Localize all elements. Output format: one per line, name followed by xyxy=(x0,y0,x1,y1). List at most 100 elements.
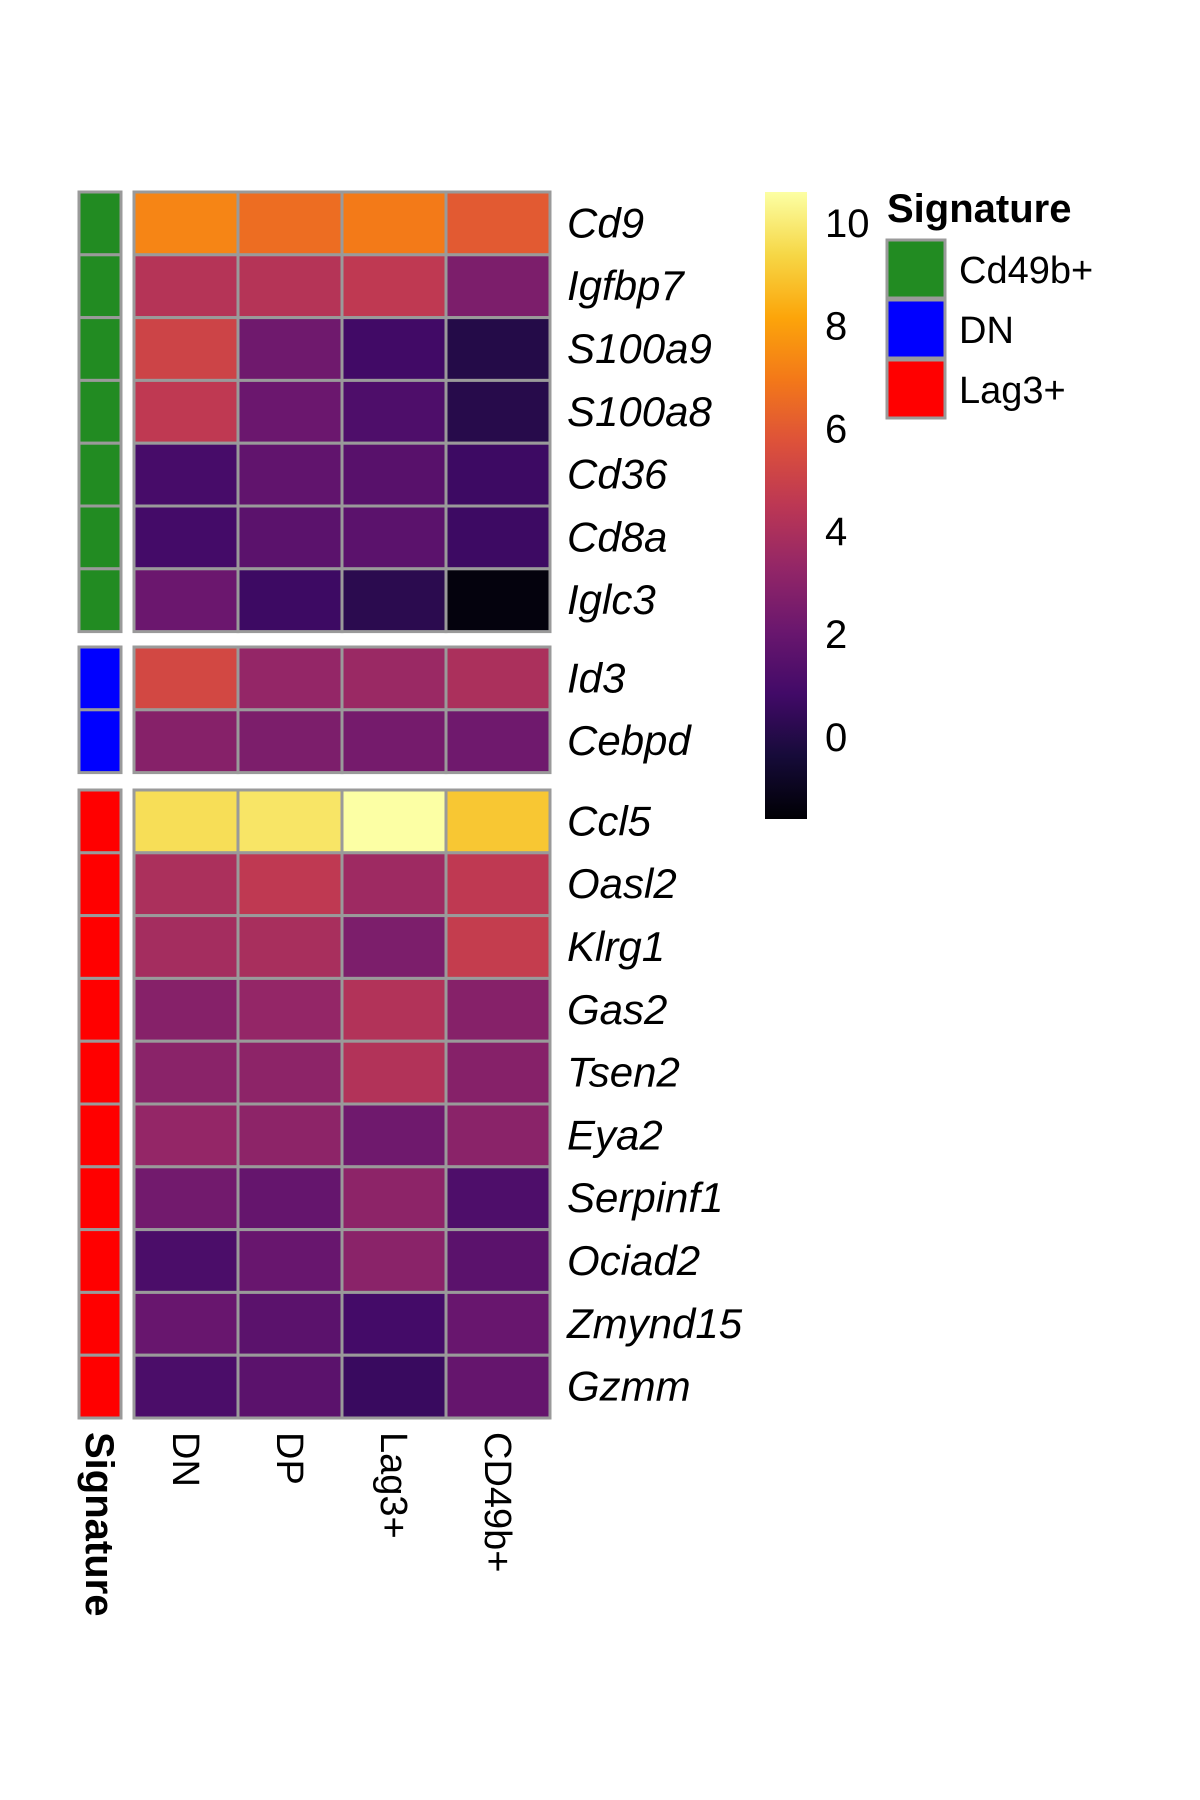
heatmap-cell-Klrg1-DP xyxy=(236,914,344,980)
heatmap-cell-Klrg1-DN xyxy=(132,914,240,980)
heatmap-cell-Ociad2-CD49b+ xyxy=(444,1228,552,1294)
heatmap-cell-Serpinf1-DP xyxy=(236,1165,344,1232)
colorbar-tick-label: 2 xyxy=(825,613,847,657)
signature-cell-Lag3+ xyxy=(77,976,123,1043)
gene-label-Eya2: Eya2 xyxy=(567,1111,663,1158)
heatmap-cell-Gzmm-Lag3+ xyxy=(340,1353,448,1420)
heatmap-cell-Cd36-CD49b+ xyxy=(444,441,552,508)
heatmap-cell-S100a8-DN xyxy=(132,378,240,445)
colorbar-tick-label: 8 xyxy=(825,305,847,349)
heatmap-cell-Igfbp7-DN xyxy=(132,253,240,320)
gene-label-Gzmm: Gzmm xyxy=(567,1363,691,1410)
gene-label-S100a8: S100a8 xyxy=(567,388,712,435)
heatmap-cell-Cebpd-DN xyxy=(132,708,240,775)
legend-label-Lag3+: Lag3+ xyxy=(959,370,1066,412)
heatmap-cell-Ociad2-DP xyxy=(236,1228,344,1294)
annotation-title: Signature xyxy=(77,1432,121,1616)
signature-cell-Cd49b+ xyxy=(77,253,123,320)
heatmap-cell-Tsen2-CD49b+ xyxy=(444,1039,552,1106)
gene-label-Cd8a: Cd8a xyxy=(567,513,667,560)
heatmap-cell-Gas2-DN xyxy=(132,976,240,1043)
gene-label-Id3: Id3 xyxy=(567,654,625,701)
heatmap-cell-Iglc3-CD49b+ xyxy=(444,567,552,634)
heatmap-cell-Cebpd-DP xyxy=(236,708,344,775)
colorbar-ticks: 0 2 4 6 8 10 xyxy=(825,202,870,760)
signature-cell-Cd49b+ xyxy=(77,441,123,508)
signature-cell-Cd49b+ xyxy=(77,190,123,257)
heatmap-cell-Gas2-CD49b+ xyxy=(444,976,552,1043)
gene-label-Cebpd: Cebpd xyxy=(567,717,692,764)
column-label-Lag3+: Lag3+ xyxy=(372,1432,414,1539)
heatmap-cell-Igfbp7-DP xyxy=(236,253,344,320)
signature-cell-Cd49b+ xyxy=(77,378,123,445)
heatmap-cell-S100a9-DN xyxy=(132,316,240,382)
heatmap-cell-Cd9-Lag3+ xyxy=(340,190,448,257)
signature-cell-Lag3+ xyxy=(77,1228,123,1294)
heatmap-cell-Serpinf1-CD49b+ xyxy=(444,1165,552,1232)
heatmap-cell-S100a8-DP xyxy=(236,378,344,445)
heatmap-cell-Klrg1-CD49b+ xyxy=(444,914,552,980)
heatmap-cell-Gas2-DP xyxy=(236,976,344,1043)
heatmap-cell-Serpinf1-DN xyxy=(132,1165,240,1232)
signature-cell-Lag3+ xyxy=(77,788,123,855)
signature-cell-Cd49b+ xyxy=(77,316,123,382)
signature-cell-Cd49b+ xyxy=(77,567,123,634)
heatmap-cell-Ccl5-DN xyxy=(132,788,240,855)
legend-title: Signature xyxy=(887,187,1071,231)
heatmap-cell-Oasl2-Lag3+ xyxy=(340,851,448,918)
heatmap-cell-S100a8-CD49b+ xyxy=(444,378,552,445)
heatmap-cell-Cd36-DP xyxy=(236,441,344,508)
signature-cell-Lag3+ xyxy=(77,1102,123,1169)
heatmap-cell-Ccl5-DP xyxy=(236,788,344,855)
heatmap-cell-Igfbp7-Lag3+ xyxy=(340,253,448,320)
gene-label-Cd36: Cd36 xyxy=(567,451,668,498)
signature-cell-Lag3+ xyxy=(77,851,123,918)
heatmap-cell-Eya2-DP xyxy=(236,1102,344,1169)
heatmap-cell-Tsen2-DN xyxy=(132,1039,240,1106)
colorbar xyxy=(765,192,807,819)
gene-label-S100a9: S100a9 xyxy=(567,325,712,372)
legend-label-Cd49b+: Cd49b+ xyxy=(959,250,1093,292)
signature-cell-Lag3+ xyxy=(77,1165,123,1232)
heatmap-cell-Igfbp7-CD49b+ xyxy=(444,253,552,320)
heatmap-cell-Iglc3-DP xyxy=(236,567,344,634)
heatmap-cell-Cebpd-Lag3+ xyxy=(340,708,448,775)
heatmap-cell-Eya2-DN xyxy=(132,1102,240,1169)
heatmap-cell-Ccl5-CD49b+ xyxy=(444,788,552,855)
column-label-CD49b+: CD49b+ xyxy=(476,1432,518,1572)
heatmap-cell-Cd8a-DP xyxy=(236,504,344,571)
heatmap-cell-Eya2-CD49b+ xyxy=(444,1102,552,1169)
heatmap-cell-Cd9-DN xyxy=(132,190,240,257)
gene-label-Iglc3: Iglc3 xyxy=(567,576,656,623)
heatmap-cell-S100a9-DP xyxy=(236,316,344,382)
heatmap-cell-Oasl2-DN xyxy=(132,851,240,918)
gene-label-Oasl2: Oasl2 xyxy=(567,860,677,907)
heatmap-cell-Id3-Lag3+ xyxy=(340,645,448,712)
signature-cell-Lag3+ xyxy=(77,1353,123,1420)
heatmap-cell-Id3-DP xyxy=(236,645,344,712)
gene-label-Igfbp7: Igfbp7 xyxy=(567,262,685,309)
column-label-DN: DN xyxy=(164,1432,206,1487)
signature-cell-DN xyxy=(77,708,123,775)
heatmap-cell-Eya2-Lag3+ xyxy=(340,1102,448,1169)
gene-label-Klrg1: Klrg1 xyxy=(567,923,665,970)
heatmap-cell-Id3-CD49b+ xyxy=(444,645,552,712)
heatmap-cells xyxy=(132,190,552,1420)
heatmap-cell-Tsen2-DP xyxy=(236,1039,344,1106)
heatmap-cell-Cd9-DP xyxy=(236,190,344,257)
heatmap-cell-Zmynd15-Lag3+ xyxy=(340,1290,448,1357)
heatmap-cell-Cd8a-Lag3+ xyxy=(340,504,448,571)
gene-label-Zmynd15: Zmynd15 xyxy=(566,1300,743,1347)
signature-cell-DN xyxy=(77,645,123,712)
legend-swatch-Cd49b+ xyxy=(885,238,947,300)
heatmap-cell-Cebpd-CD49b+ xyxy=(444,708,552,775)
heatmap-cell-Zmynd15-CD49b+ xyxy=(444,1290,552,1357)
heatmap-cell-S100a9-Lag3+ xyxy=(340,316,448,382)
gene-label-Cd9: Cd9 xyxy=(567,199,644,246)
heatmap-cell-Gzmm-DP xyxy=(236,1353,344,1420)
heatmap-cell-Gas2-Lag3+ xyxy=(340,976,448,1043)
heatmap-cell-Serpinf1-Lag3+ xyxy=(340,1165,448,1232)
heatmap-cell-Id3-DN xyxy=(132,645,240,712)
